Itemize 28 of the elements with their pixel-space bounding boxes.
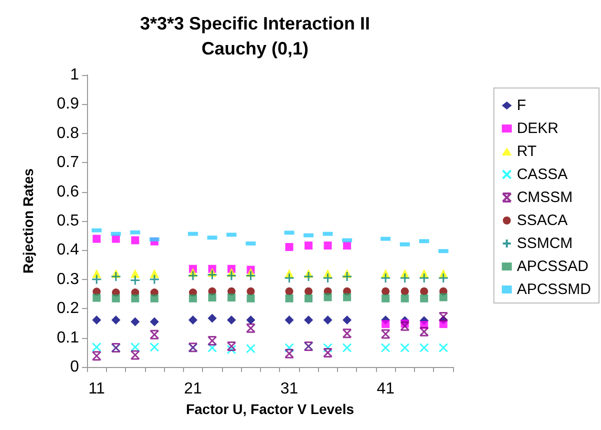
legend-label: CMSSM xyxy=(516,189,573,206)
y-tick-label: 0 xyxy=(70,358,80,376)
legend-label: APCSSAD xyxy=(516,258,589,275)
chart-title: 3*3*3 Specific Interaction II xyxy=(140,14,370,34)
y-tick-label: 1 xyxy=(70,66,80,84)
y-tick-label: 0.3 xyxy=(56,270,80,288)
legend-label: SSACA xyxy=(516,212,568,229)
y-tick-label: 0.9 xyxy=(56,96,80,113)
x-tick-label: 31 xyxy=(280,380,298,398)
legend-label: F xyxy=(516,97,526,114)
legend-label: RT xyxy=(516,143,537,160)
legend-label: APCSSMD xyxy=(516,281,592,298)
y-tick-label: 0.6 xyxy=(56,183,80,200)
x-axis-title: Factor U, Factor V Levels xyxy=(186,400,354,417)
x-tick-label: 21 xyxy=(184,380,202,398)
y-tick-label: 0.8 xyxy=(56,124,80,142)
x-tick-label: 11 xyxy=(88,380,106,398)
y-tick-label: 0.1 xyxy=(56,329,80,346)
legend-label: DEKR xyxy=(516,120,559,137)
y-axis-title: Rejection Rates xyxy=(20,168,36,274)
y-tick-label: 0.7 xyxy=(56,154,80,172)
legend-label: SSMCM xyxy=(516,235,573,252)
y-tick-label: 0.2 xyxy=(56,300,80,318)
legend-label: CASSA xyxy=(516,166,568,183)
y-tick-label: 0.4 xyxy=(56,242,80,259)
x-tick-label: 41 xyxy=(376,380,395,398)
chart-subtitle: Cauchy (0,1) xyxy=(201,38,309,58)
y-tick-label: 0.5 xyxy=(56,212,80,230)
